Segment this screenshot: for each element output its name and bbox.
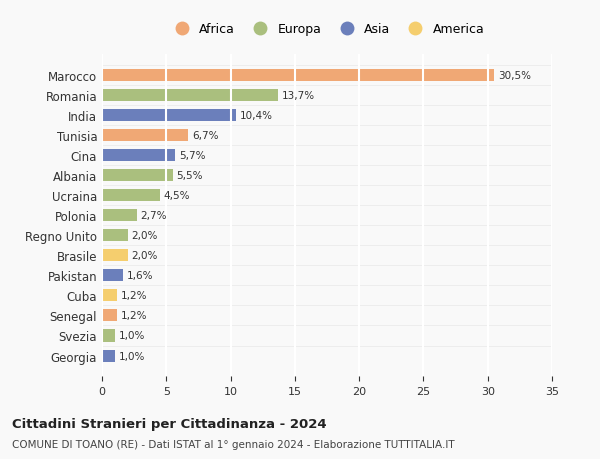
Text: 6,7%: 6,7% bbox=[192, 131, 218, 141]
Text: 5,5%: 5,5% bbox=[176, 171, 203, 181]
Text: 1,0%: 1,0% bbox=[119, 351, 145, 361]
Legend: Africa, Europa, Asia, America: Africa, Europa, Asia, America bbox=[166, 20, 488, 40]
Bar bbox=[102, 110, 236, 122]
Text: 13,7%: 13,7% bbox=[282, 91, 315, 101]
Text: 1,2%: 1,2% bbox=[121, 311, 148, 321]
Bar bbox=[102, 290, 118, 302]
Bar bbox=[102, 190, 160, 202]
Bar bbox=[102, 310, 118, 322]
Text: 30,5%: 30,5% bbox=[498, 71, 531, 81]
Text: 10,4%: 10,4% bbox=[239, 111, 272, 121]
Bar bbox=[102, 250, 128, 262]
Bar bbox=[102, 210, 137, 222]
Text: 1,0%: 1,0% bbox=[119, 331, 145, 341]
Text: 5,7%: 5,7% bbox=[179, 151, 206, 161]
Bar bbox=[102, 230, 128, 242]
Text: 1,2%: 1,2% bbox=[121, 291, 148, 301]
Text: Cittadini Stranieri per Cittadinanza - 2024: Cittadini Stranieri per Cittadinanza - 2… bbox=[12, 417, 326, 430]
Text: 1,6%: 1,6% bbox=[127, 271, 153, 281]
Bar bbox=[102, 350, 115, 362]
Text: 4,5%: 4,5% bbox=[164, 191, 190, 201]
Bar bbox=[102, 130, 188, 142]
Bar bbox=[102, 90, 278, 102]
Bar bbox=[102, 70, 494, 82]
Bar bbox=[102, 330, 115, 342]
Bar bbox=[102, 270, 122, 282]
Text: 2,0%: 2,0% bbox=[131, 251, 158, 261]
Text: 2,0%: 2,0% bbox=[131, 231, 158, 241]
Text: 2,7%: 2,7% bbox=[140, 211, 167, 221]
Bar bbox=[102, 170, 173, 182]
Bar bbox=[102, 150, 175, 162]
Text: COMUNE DI TOANO (RE) - Dati ISTAT al 1° gennaio 2024 - Elaborazione TUTTITALIA.I: COMUNE DI TOANO (RE) - Dati ISTAT al 1° … bbox=[12, 440, 455, 449]
